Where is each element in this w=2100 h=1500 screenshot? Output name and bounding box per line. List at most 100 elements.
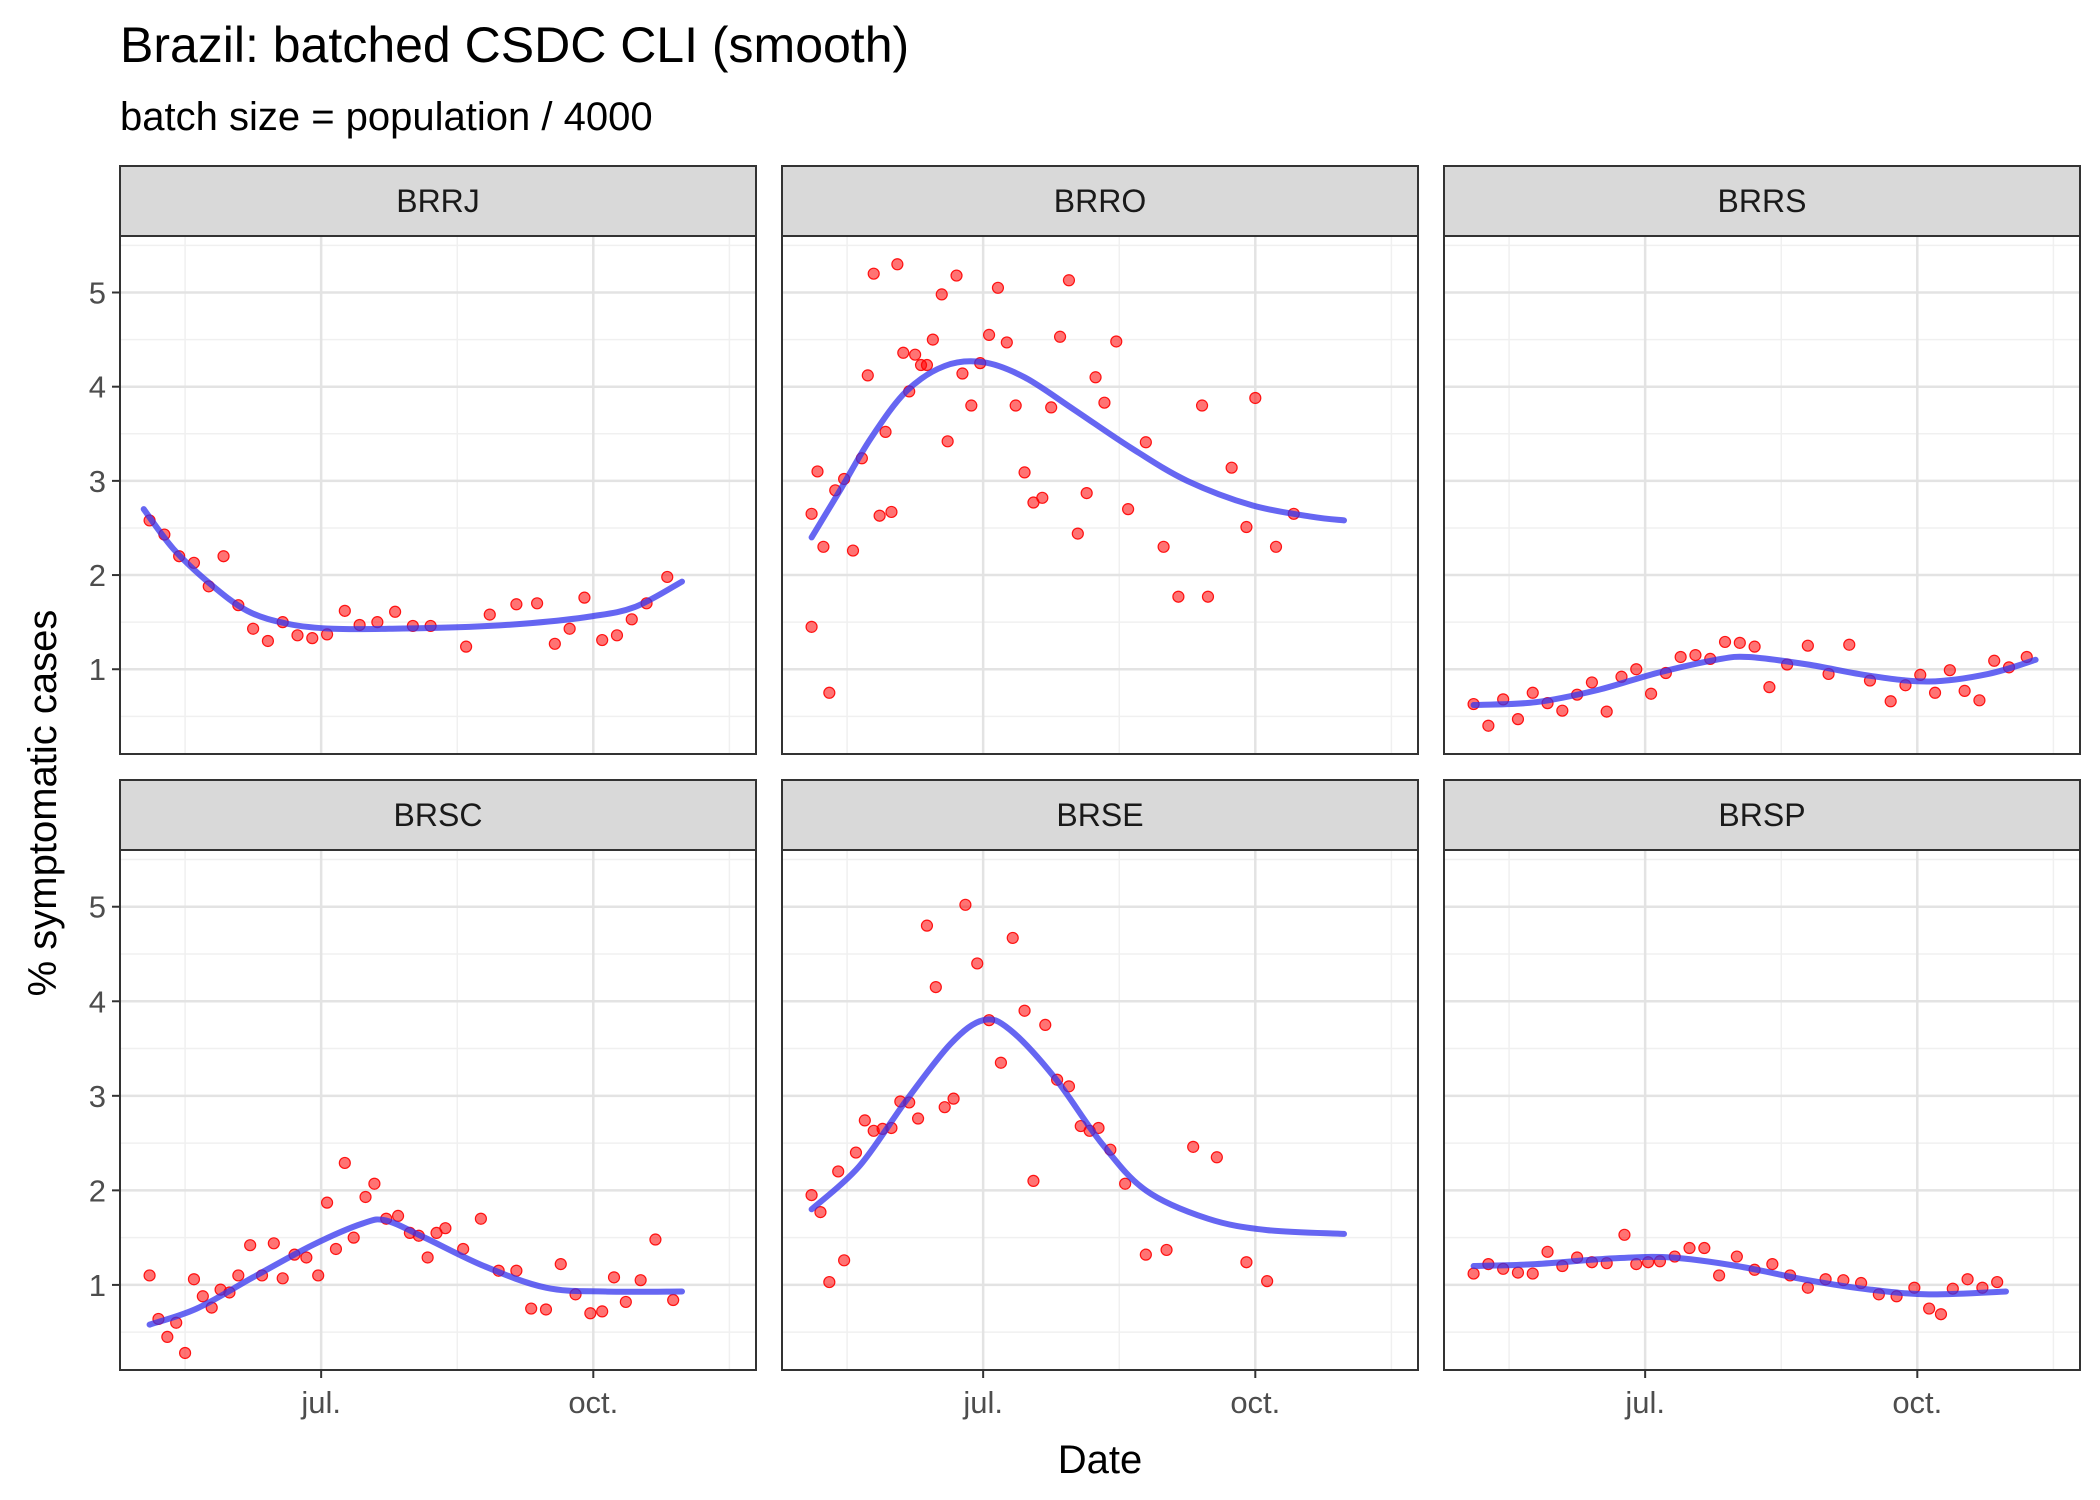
data-point xyxy=(1210,1151,1223,1164)
data-point xyxy=(359,1190,372,1204)
data-point xyxy=(1000,336,1013,349)
panels: BRRJ 1 2 3 4 5 BRRO BRRS BRSC 1 2 3 4 5 jul. oct. BRSE ju… xyxy=(89,165,2081,1420)
y-axis-title: % symptomatic cases xyxy=(21,610,65,997)
data-point xyxy=(338,604,351,617)
y-tick-label: 1 xyxy=(89,652,106,687)
data-point xyxy=(510,598,523,611)
facet-strip xyxy=(119,165,757,237)
data-point xyxy=(578,591,591,604)
data-point xyxy=(1187,1140,1200,1153)
data-point xyxy=(1943,664,1956,677)
chart-subtitle: batch size = population / 4000 xyxy=(120,95,653,139)
data-point xyxy=(625,613,638,626)
x-tick-label: oct. xyxy=(1892,1385,1942,1420)
panel-brro: BRRO xyxy=(781,165,1419,755)
data-point xyxy=(1225,461,1238,474)
data-point xyxy=(338,1156,351,1170)
data-point xyxy=(391,1209,405,1222)
panel-brsp: BRSP jul. oct. xyxy=(1443,779,2081,1420)
data-point xyxy=(897,346,910,359)
data-point xyxy=(1467,1267,1480,1280)
data-point xyxy=(661,570,674,584)
data-point xyxy=(530,597,544,610)
data-point xyxy=(1039,1018,1052,1032)
data-point xyxy=(920,358,934,372)
facet-strip xyxy=(781,779,1419,851)
y-tick-label: 2 xyxy=(89,1173,106,1208)
y-tick-label: 3 xyxy=(89,464,106,499)
data-point xyxy=(1006,931,1019,945)
data-point xyxy=(1139,436,1152,449)
data-point xyxy=(619,1295,632,1309)
data-point xyxy=(823,686,836,699)
data-point xyxy=(1080,487,1093,500)
x-tick-label: jul. xyxy=(962,1385,1003,1420)
data-point xyxy=(849,1146,863,1159)
data-point xyxy=(196,1290,209,1303)
data-point xyxy=(1988,654,2001,667)
data-point xyxy=(1139,1248,1152,1261)
data-point xyxy=(805,620,818,633)
data-point xyxy=(276,1272,289,1285)
panel-border xyxy=(781,849,1419,1371)
data-point xyxy=(1511,1266,1525,1279)
y-tick-label: 1 xyxy=(89,1268,106,1303)
data-point xyxy=(1644,687,1658,700)
data-point xyxy=(306,632,319,645)
panel-background xyxy=(782,236,1418,754)
data-point xyxy=(1053,330,1067,343)
data-point xyxy=(161,1330,174,1344)
data-point xyxy=(483,608,496,621)
data-point xyxy=(926,333,939,346)
data-point xyxy=(885,505,898,519)
x-tick-label: oct. xyxy=(568,1385,618,1420)
data-point xyxy=(261,634,275,648)
data-point xyxy=(1261,1275,1274,1288)
data-point xyxy=(823,1275,836,1289)
data-point xyxy=(667,1293,680,1307)
facet-label: BRRO xyxy=(1054,183,1146,219)
panel-background xyxy=(1444,236,2080,754)
data-point xyxy=(320,1196,334,1209)
data-point xyxy=(1511,713,1525,726)
data-point xyxy=(312,1269,325,1282)
panel-background xyxy=(1444,850,2080,1370)
data-point xyxy=(596,633,609,647)
data-point xyxy=(1689,649,1702,662)
data-point xyxy=(965,399,978,412)
data-point xyxy=(941,435,954,448)
panel-border xyxy=(781,235,1419,755)
data-point xyxy=(554,1258,567,1271)
panel-brrs: BRRS xyxy=(1443,165,2081,755)
x-tick-label: jul. xyxy=(300,1385,341,1420)
data-point xyxy=(232,1269,245,1282)
data-point xyxy=(548,637,561,650)
data-point xyxy=(1240,1256,1253,1269)
data-point xyxy=(1036,491,1049,504)
data-point xyxy=(539,1303,553,1316)
data-point xyxy=(1683,1241,1696,1255)
y-tick-label: 5 xyxy=(89,890,106,925)
panel-brrj: BRRJ 1 2 3 4 5 xyxy=(89,165,757,755)
facet-strip xyxy=(1443,779,2081,851)
data-point xyxy=(846,544,860,557)
data-point xyxy=(1585,676,1599,689)
data-point xyxy=(909,348,922,361)
data-point xyxy=(1122,503,1135,516)
facet-label: BRSE xyxy=(1056,797,1143,833)
data-point xyxy=(935,288,948,301)
data-point xyxy=(347,1231,360,1244)
data-point xyxy=(947,1092,960,1105)
data-point xyxy=(143,1269,156,1282)
data-point xyxy=(805,507,818,520)
data-point xyxy=(1098,396,1111,409)
data-point xyxy=(244,1239,257,1252)
panel-border xyxy=(119,235,757,755)
facet-strip xyxy=(119,779,757,851)
data-point xyxy=(563,622,576,635)
facet-strip xyxy=(781,165,1419,237)
data-point xyxy=(368,1177,381,1190)
data-point xyxy=(879,425,892,438)
data-point xyxy=(1195,399,1209,412)
